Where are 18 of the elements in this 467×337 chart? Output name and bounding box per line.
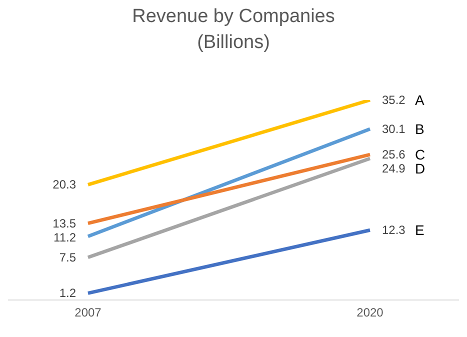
text: D [415,160,426,177]
text: C [415,146,426,163]
data-label: 13.5 [52,216,76,230]
data-label: 20.3 [52,178,76,192]
data-label: 11.2 [54,230,76,244]
x-tick-label: 2007 [74,306,102,320]
data-label: 35.2 [382,93,406,107]
text: A [415,92,425,108]
data-label: 7.5 [59,250,76,264]
chart-title: Revenue by Companies (Billions) [131,5,336,55]
data-label: 30.1 [382,122,406,136]
text: B [415,120,424,137]
text: E [415,222,424,238]
data-label: 25.6 [382,148,406,162]
data-label: 24.9 [382,162,406,176]
x-tick-label: 2020 [356,306,384,320]
data-label: 1.2 [59,286,76,300]
data-label: 12.3 [382,223,406,238]
